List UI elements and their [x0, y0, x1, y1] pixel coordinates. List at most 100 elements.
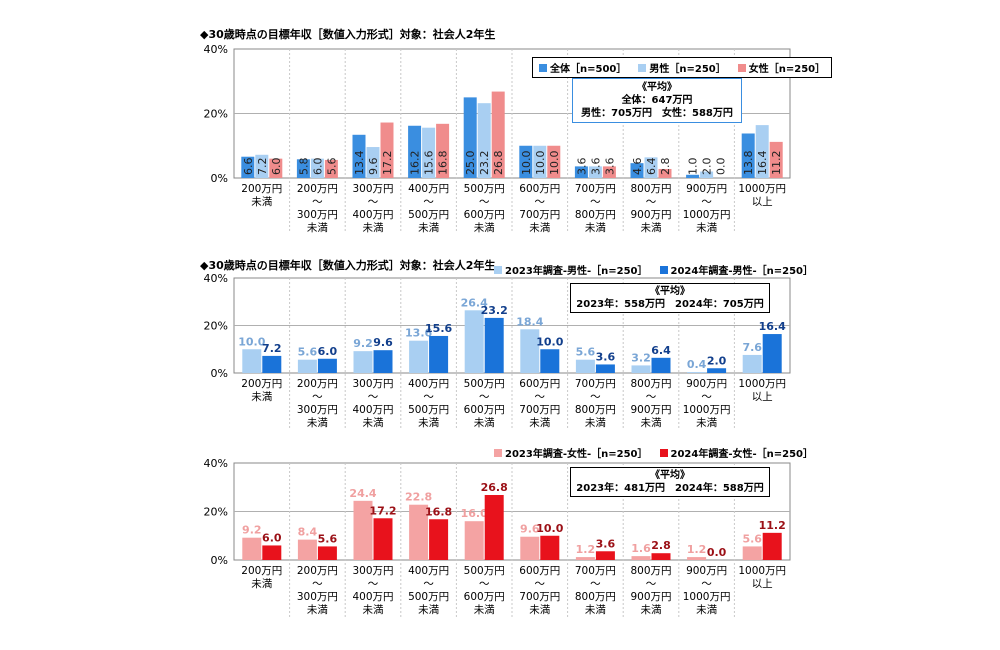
bar [310, 158, 324, 178]
category-label: ～ [423, 391, 434, 403]
data-label: 13.6 [405, 327, 432, 340]
data-label: 9.6 [367, 158, 380, 176]
category-label: 1000万円 [738, 183, 786, 195]
data-label: 3.6 [589, 158, 602, 176]
category-label: ～ [312, 196, 323, 208]
category-label: 未満 [307, 222, 328, 234]
bar [540, 535, 560, 560]
bar [464, 310, 484, 373]
category-label: 未満 [363, 222, 384, 234]
legend-label: 2024年調査-女性-［n=250］ [670, 449, 814, 460]
category-label: ～ [701, 391, 712, 403]
data-label: 7.2 [256, 158, 269, 176]
bar [762, 334, 782, 373]
bar [707, 368, 727, 373]
data-label: 11.2 [759, 519, 786, 532]
data-label: 0.0 [715, 158, 728, 176]
category-label: 900万円 [686, 183, 727, 195]
data-label: 16.2 [409, 151, 422, 176]
bar [380, 122, 394, 178]
category-label: 未満 [418, 417, 439, 429]
data-label: 1.6 [631, 542, 651, 555]
bar [422, 127, 436, 178]
category-label: 700万円 [519, 591, 560, 603]
category-label: 700万円 [575, 183, 616, 195]
data-label: 9.6 [373, 336, 393, 349]
category-label: ～ [479, 391, 490, 403]
legend-label: 2023年調査-男性-［n=250］ [505, 266, 648, 277]
data-label: 10.0 [534, 151, 547, 176]
bar [317, 358, 337, 373]
data-label: 5.6 [298, 346, 318, 359]
data-label: 25.0 [464, 151, 477, 176]
data-label: 0.4 [687, 358, 707, 371]
category-label: 未満 [585, 604, 606, 616]
y-tick-label: 20% [204, 108, 228, 121]
chart1-legend: 全体［n=500］ 男性［n=250］ 女性［n=250］ [532, 57, 833, 78]
bar [353, 351, 373, 373]
data-label: 5.6 [742, 532, 762, 545]
bar [700, 171, 714, 178]
bar [519, 145, 533, 178]
legend-label: 男性［n=250］ [649, 64, 726, 75]
bar [644, 157, 658, 178]
average-heading: 《平均》 [637, 82, 677, 93]
bar [769, 141, 783, 178]
bar [687, 372, 707, 373]
category-label: 300万円 [352, 378, 393, 390]
y-tick-label: 0% [211, 367, 228, 380]
bar [484, 317, 504, 373]
average-line1: 全体：647万円 [621, 95, 693, 106]
data-label: 6.0 [318, 345, 338, 358]
category-label: 未満 [418, 604, 439, 616]
data-label: 2.8 [651, 539, 671, 552]
data-label: 2.0 [701, 158, 714, 176]
bar [631, 365, 651, 373]
bar [464, 521, 484, 560]
data-label: 6.4 [645, 158, 658, 176]
category-label: 未満 [696, 222, 717, 234]
category-label: ～ [590, 391, 601, 403]
category-label: 700万円 [575, 565, 616, 577]
data-label: 18.4 [516, 315, 543, 328]
category-label: 未満 [641, 417, 662, 429]
bar [658, 168, 672, 178]
category-label: 800万円 [630, 378, 671, 390]
chart3-legend: 2023年調査-女性-［n=250］ 2024年調査-女性-［n=250］ [494, 445, 813, 460]
category-label: 未満 [585, 417, 606, 429]
chart3-legend-2023: 2023年調査-女性-［n=250］ [494, 445, 648, 460]
chart3-average-box: 《平均》 2023年：481万円 2024年：588万円 [570, 467, 770, 497]
bar [595, 551, 615, 560]
chart1-title: ◆30歳時点の目標年収［数値入力形式］対象：社会人2年生 [200, 28, 496, 41]
category-label: 900万円 [686, 378, 727, 390]
data-label: 1.0 [687, 158, 700, 176]
category-label: 未満 [474, 604, 495, 616]
category-label: 600万円 [519, 183, 560, 195]
bar [687, 557, 707, 560]
category-label: 600万円 [464, 209, 505, 221]
legend-label: 2024年調査-男性-［n=250］ [670, 266, 814, 277]
bar [574, 166, 588, 178]
data-label: 26.4 [461, 296, 488, 309]
y-tick-label: 40% [204, 272, 228, 285]
category-label: 以上 [752, 196, 773, 208]
category-label: 400万円 [352, 404, 393, 416]
category-label: 500万円 [464, 378, 505, 390]
chart2-average-box: 《平均》 2023年：558万円 2024年：705万円 [570, 283, 770, 313]
category-label: 400万円 [352, 209, 393, 221]
category-label: ～ [701, 196, 712, 208]
bar [520, 536, 540, 560]
chart1-legend-female: 女性［n=250］ [737, 60, 825, 75]
bar [588, 166, 602, 178]
data-label: 3.6 [603, 158, 616, 176]
data-label: 10.0 [536, 335, 563, 348]
legend-swatch [539, 63, 547, 72]
category-label: 300万円 [352, 565, 393, 577]
category-label: ～ [535, 391, 546, 403]
data-label: 17.2 [381, 151, 394, 176]
average-heading: 《平均》 [650, 286, 690, 297]
category-label: 600万円 [464, 404, 505, 416]
bar [317, 546, 337, 560]
bar [241, 156, 255, 178]
